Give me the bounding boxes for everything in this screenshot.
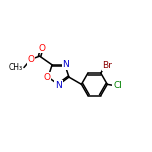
- Text: CH₃: CH₃: [9, 63, 23, 72]
- Text: Br: Br: [102, 61, 112, 70]
- Text: O: O: [38, 44, 45, 53]
- Text: N: N: [62, 60, 69, 69]
- Text: O: O: [27, 55, 34, 64]
- Text: N: N: [55, 81, 62, 90]
- Text: Cl: Cl: [113, 81, 122, 90]
- Text: O: O: [43, 73, 50, 82]
